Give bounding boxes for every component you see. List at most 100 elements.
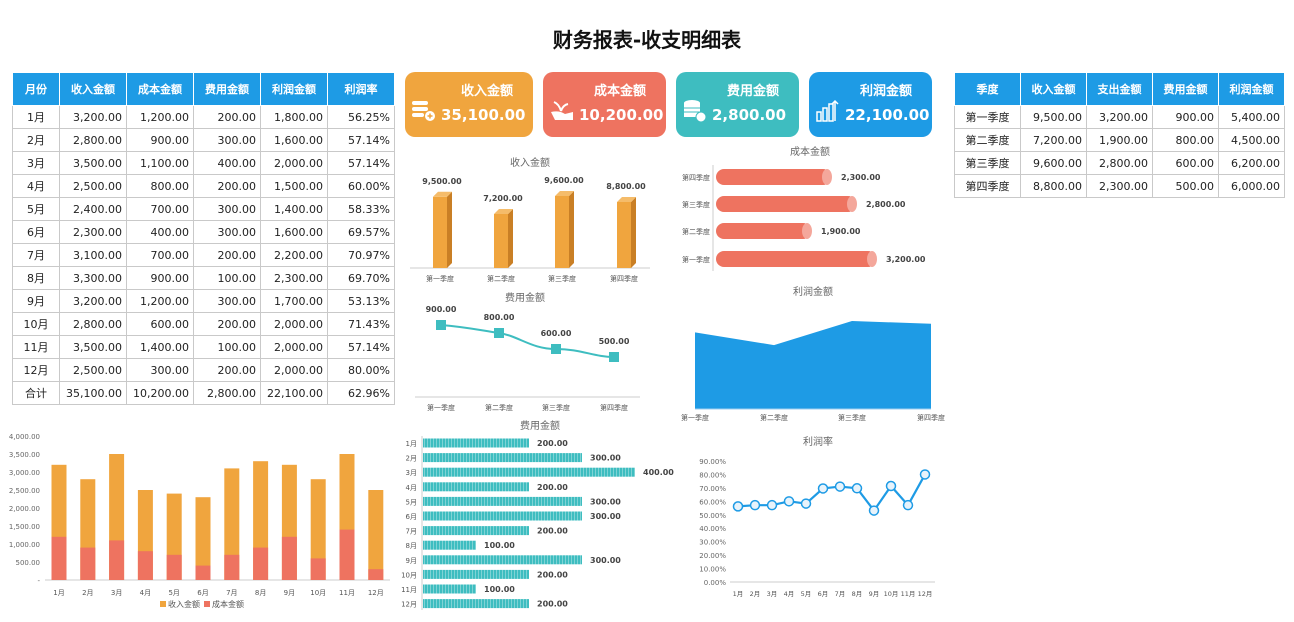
category-label: 12月 — [368, 589, 384, 597]
table-cell: 2,000.00 — [260, 312, 328, 336]
table-cell: 3,200.00 — [1086, 105, 1153, 129]
category-label: 5月 — [168, 589, 179, 597]
table-cell: 9,500.00 — [1020, 105, 1087, 129]
table-cell: 53.13% — [327, 289, 395, 313]
table-cell: 71.43% — [327, 312, 395, 336]
data-label: 9,500.00 — [422, 177, 462, 186]
kpi-value: 10,200.00 — [579, 106, 664, 124]
kpi-label: 利润金额 — [859, 84, 912, 99]
bar — [617, 202, 631, 268]
data-point — [817, 483, 829, 494]
bar-top — [494, 209, 513, 214]
category-label: 1月 — [53, 589, 64, 597]
category-label: 10月 — [310, 589, 326, 597]
kpi-value: 22,100.00 — [845, 106, 930, 124]
category-label: 6月 — [197, 589, 208, 597]
y-tick-label: 20.00% — [699, 552, 726, 560]
table-cell: 800.00 — [126, 174, 194, 198]
table-cell: 2,000.00 — [260, 335, 328, 359]
y-tick-label: 3,000.00 — [9, 469, 40, 477]
data-point — [494, 328, 504, 338]
row-label: 10月 — [12, 312, 60, 336]
table-cell: 200.00 — [193, 312, 261, 336]
category-label: 6月 — [406, 513, 417, 521]
data-label: 200.00 — [537, 600, 568, 609]
table-cell: 7,200.00 — [1020, 128, 1087, 152]
column-header: 收入金额 — [1020, 72, 1087, 106]
bar — [716, 223, 811, 239]
table-cell: 1,800.00 — [260, 105, 328, 129]
bar-income — [310, 479, 326, 580]
table-cell: 80.00% — [327, 358, 395, 382]
y-tick-label: 1,500.00 — [9, 523, 40, 531]
data-label: 2,800.00 — [866, 200, 906, 209]
row-label: 3月 — [12, 151, 60, 175]
y-tick-label: 4,000.00 — [9, 433, 40, 441]
bar-side — [631, 197, 636, 268]
bar-cost — [195, 565, 211, 580]
table-cell: 300.00 — [193, 128, 261, 152]
category-label: 2月 — [750, 590, 761, 598]
table-cell: 56.25% — [327, 105, 395, 129]
table-row: 10月 2,800.00 600.00 200.00 2,000.00 71.43% — [12, 312, 395, 336]
category-label: 7月 — [226, 589, 237, 597]
data-label: 300.00 — [590, 497, 621, 506]
data-label: 300.00 — [590, 454, 621, 463]
table-row: 5月 2,400.00 700.00 300.00 1,400.00 58.33% — [12, 197, 395, 221]
data-label: 500.00 — [599, 337, 630, 346]
bar-cost — [310, 558, 326, 580]
table-cell: 300.00 — [126, 358, 194, 382]
table-row: 6月 2,300.00 400.00 300.00 1,600.00 69.57% — [12, 220, 395, 244]
row-label: 1月 — [12, 105, 60, 129]
table-cell: 2,000.00 — [260, 358, 328, 382]
kpi-value: 35,100.00 — [441, 106, 526, 124]
category-label: 4月 — [406, 484, 417, 492]
data-point — [551, 344, 561, 354]
table-cell: 1,500.00 — [260, 174, 328, 198]
table-row: 合计 35,100.00 10,200.00 2,800.00 22,100.00 62.… — [12, 381, 395, 405]
row-label: 第二季度 — [954, 128, 1021, 152]
table-cell: 3,100.00 — [59, 243, 127, 267]
bar-cost — [224, 554, 240, 580]
legend-swatch — [204, 601, 210, 607]
category-label: 第三季度 — [682, 200, 710, 209]
row-label: 合计 — [12, 381, 60, 405]
category-label: 9月 — [284, 589, 295, 597]
y-tick-label: 80.00% — [699, 471, 726, 479]
table-cell: 69.70% — [327, 266, 395, 290]
bar-side — [508, 209, 513, 268]
category-label: 6月 — [818, 590, 829, 598]
data-label: 100.00 — [484, 541, 515, 550]
category-label: 第二季度 — [760, 413, 788, 422]
page-title: 财务报表-收支明细表 — [552, 28, 742, 52]
chart-title: 成本金额 — [790, 145, 830, 158]
table-cell: 5,400.00 — [1218, 105, 1285, 129]
bar — [423, 438, 529, 448]
row-label: 12月 — [12, 358, 60, 382]
bar-top — [433, 191, 452, 197]
data-point — [885, 480, 897, 492]
data-point — [868, 505, 880, 516]
kpi-label: 成本金额 — [593, 84, 646, 99]
table-cell: 57.14% — [327, 335, 395, 359]
data-point — [609, 352, 619, 362]
bar — [423, 569, 529, 579]
table-cell: 1,900.00 — [1086, 128, 1153, 152]
table-cell: 2,800.00 — [193, 381, 261, 405]
table-cell: 300.00 — [193, 289, 261, 313]
row-label: 9月 — [12, 289, 60, 313]
y-tick-label: 50.00% — [699, 512, 726, 520]
category-label: 第四季度 — [610, 274, 638, 283]
table-cell: 3,300.00 — [59, 266, 127, 290]
table-cell: 35,100.00 — [59, 381, 127, 405]
bar-cost — [137, 551, 153, 580]
table-cell: 700.00 — [126, 197, 194, 221]
monthly-table: 月份 收入金额 成本金额 费用金额 利润金额 利润率 1月 3,200.00 1,200.00 2… — [12, 72, 395, 405]
bar — [423, 526, 529, 536]
category-label: 5月 — [801, 590, 812, 598]
table-cell: 700.00 — [126, 243, 194, 267]
table-row: 12月 2,500.00 300.00 200.00 2,000.00 80.00% — [12, 358, 395, 382]
y-tick-label: 2,500.00 — [9, 487, 40, 495]
table-cell: 1,600.00 — [260, 220, 328, 244]
bar-cost — [253, 547, 269, 580]
